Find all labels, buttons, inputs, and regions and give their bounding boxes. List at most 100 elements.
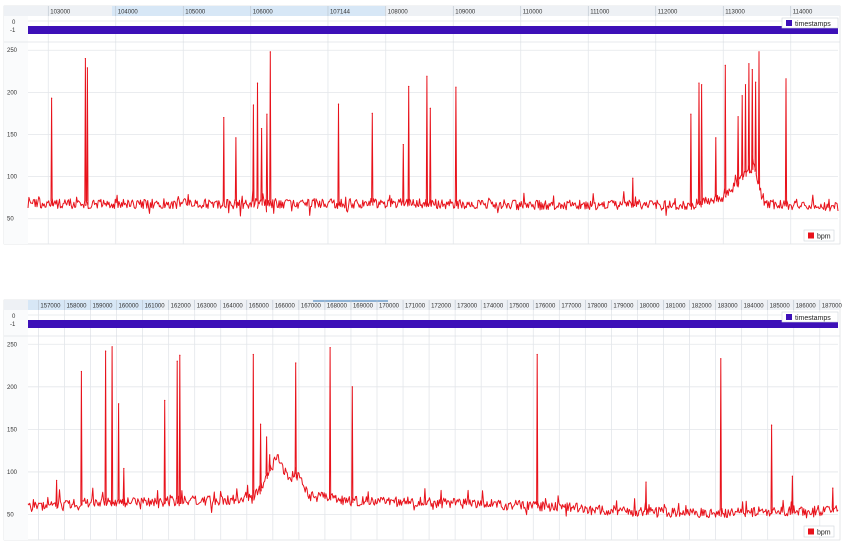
bpm-spike-point: [632, 177, 634, 179]
bpm-spike-point: [56, 479, 58, 482]
y-tick-label: 250: [7, 342, 18, 348]
x-tick-label: 178000: [587, 304, 608, 310]
x-tick-label: 166000: [275, 304, 296, 310]
bpm-spike-point: [118, 403, 120, 405]
bpm-spike-point: [252, 104, 255, 106]
bpm-spike-point: [260, 127, 263, 130]
bpm-spike-point: [266, 113, 268, 115]
bpm-spike-point: [770, 424, 773, 426]
x-tick-label: 161000: [145, 304, 166, 310]
timestamps-y-tick-label: -1: [10, 28, 16, 34]
y-tick-label: 100: [7, 470, 18, 476]
chart-panel-bottom: 157000 158000 159000 160000 161000 162000 1630…: [3, 299, 843, 541]
timestamps-legend[interactable]: timestamps: [781, 311, 839, 323]
bpm-spike-point: [84, 58, 86, 60]
bpm-spike-point: [235, 137, 237, 139]
x-tick-label: 187000: [822, 304, 843, 310]
y-tick-label: 200: [7, 90, 18, 96]
bpm-legend-label: bpm: [817, 234, 831, 241]
x-tick-label: 164000: [223, 304, 244, 310]
x-tick-label: 114000: [793, 10, 813, 16]
bpm-spike-point: [86, 67, 88, 69]
bpm-spike-point: [176, 360, 178, 362]
bpm-spike-point: [791, 475, 794, 477]
bpm-spike-point: [755, 81, 757, 83]
bpm-spike-point: [748, 63, 750, 65]
bpm-spike-point: [751, 68, 753, 71]
bpm-spike-point: [737, 116, 739, 118]
bpm-spike-point: [80, 370, 82, 373]
timestamps-y-tick-label: -1: [10, 322, 16, 328]
bpm-spike-point: [724, 64, 726, 66]
bpm-legend[interactable]: bpm: [803, 229, 835, 242]
timestamps-y-tick-label: 0: [12, 314, 16, 320]
bpm-spike-point: [252, 353, 254, 356]
x-tick-label: 181000: [665, 304, 686, 310]
timestamps-legend-label: timestamps: [795, 315, 831, 322]
bpm-series-line: [27, 51, 839, 217]
bpm-spike-point: [295, 362, 297, 364]
y-tick-label: 50: [7, 512, 14, 518]
x-tick-label: 184000: [744, 304, 765, 310]
x-tick-label: 173000: [457, 304, 478, 310]
x-tick-label: 163000: [197, 304, 218, 310]
x-axis-strip: [4, 300, 840, 310]
bpm-spike-point: [744, 84, 747, 86]
timestamps-y-tick-label: 0: [12, 20, 16, 26]
x-tick-label: 172000: [431, 304, 452, 310]
bpm-spike-point: [701, 84, 703, 86]
x-tick-label: 159000: [93, 304, 114, 310]
x-tick-label: 183000: [718, 304, 739, 310]
x-tick-label: 182000: [692, 304, 713, 310]
bpm-spike-point: [698, 82, 700, 84]
timestamps-legend-swatch: [786, 314, 792, 320]
y-tick-label: 150: [7, 132, 18, 138]
bpm-spike-point: [536, 353, 538, 356]
timestamps-legend[interactable]: timestamps: [781, 17, 839, 29]
bpm-spike-point: [371, 112, 373, 115]
x-tick-label: 157000: [40, 304, 61, 310]
bpm-spike-point: [105, 350, 107, 352]
x-axis-strip: [4, 6, 840, 16]
bpm-spike-point: [329, 347, 331, 349]
timestamps-legend-box: [781, 311, 839, 323]
x-axis-selection-highlight: [28, 300, 160, 310]
bpm-spike-point: [402, 143, 404, 146]
x-tick-label: 185000: [770, 304, 791, 310]
bpm-series-line: [27, 346, 839, 519]
x-tick-label: 167000: [301, 304, 322, 310]
bpm-spike-point: [426, 75, 428, 77]
y-axis-gutter: [4, 310, 28, 540]
x-tick-label: 103000: [50, 10, 71, 16]
bpm-legend-box: [803, 229, 835, 242]
bpm-spike-point: [690, 113, 692, 115]
chart-panel-top: 103000 104000 105000 106000 107144 108000 1090…: [3, 5, 841, 245]
bpm-spike-point: [269, 454, 271, 456]
x-tick-label: 169000: [353, 304, 374, 310]
bpm-spike-point: [269, 51, 271, 53]
y-tick-label: 100: [7, 175, 18, 181]
y-tick-label: 150: [7, 427, 18, 433]
bpm-legend-swatch: [808, 232, 814, 239]
x-tick-label: 168000: [327, 304, 348, 310]
bpm-spike-point: [645, 481, 647, 483]
x-tick-label: 109000: [455, 10, 476, 16]
x-axis-selection-highlight: [112, 6, 385, 16]
bpm-spike-point: [408, 85, 410, 88]
x-tick-label: 174000: [483, 304, 504, 310]
bpm-spike-point: [256, 82, 259, 84]
x-tick-label: 112000: [658, 10, 678, 16]
x-axis-selection-marker: [313, 300, 388, 302]
x-tick-label: 110000: [523, 10, 543, 16]
x-tick-label: 107144: [330, 10, 351, 16]
timestamps-legend-box: [781, 17, 839, 29]
bpm-spike-point: [741, 95, 743, 97]
x-tick-label: 165000: [249, 304, 270, 310]
bpm-legend-box: [803, 525, 835, 538]
x-tick-label: 177000: [561, 304, 582, 310]
x-tick-label: 180000: [639, 304, 660, 310]
bpm-spike-point: [223, 117, 225, 119]
timestamps-legend-label: timestamps: [795, 21, 831, 28]
bpm-legend[interactable]: bpm: [803, 525, 835, 538]
